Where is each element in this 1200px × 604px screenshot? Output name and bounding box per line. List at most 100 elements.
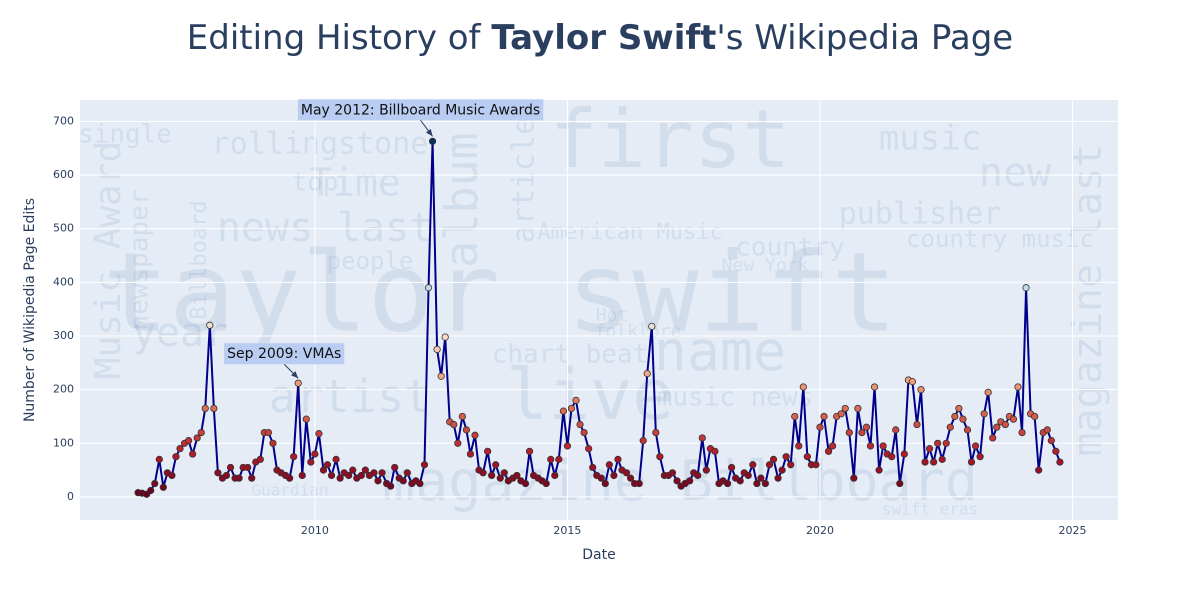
- annotations: May 2012: Billboard Music Awards Sep 2009…: [224, 99, 544, 379]
- data-point: [1052, 447, 1060, 455]
- data-point: [172, 453, 180, 461]
- data-point: [248, 474, 256, 482]
- title-part: 's Wikipedia Page: [716, 18, 1013, 58]
- data-point: [925, 445, 934, 453]
- data-point: [197, 428, 205, 437]
- data-point: [311, 450, 319, 458]
- data-point: [159, 483, 167, 491]
- data-point: [862, 423, 871, 431]
- data-point: [816, 423, 824, 431]
- y-tick-label: 400: [53, 275, 74, 288]
- background-word: Hot: [596, 305, 629, 326]
- data-point: [673, 477, 681, 485]
- data-point: [585, 445, 593, 453]
- data-point: [749, 461, 757, 469]
- data-point: [357, 471, 365, 480]
- data-point: [479, 469, 487, 477]
- data-point: [302, 415, 310, 423]
- data-point: [744, 471, 752, 480]
- data-point: [841, 404, 849, 413]
- data-point: [454, 439, 462, 447]
- background-word: music: [879, 119, 981, 159]
- data-point: [184, 437, 193, 445]
- data-point: [845, 428, 853, 437]
- y-tick-label: 200: [53, 383, 74, 396]
- background-word: article: [507, 117, 542, 243]
- data-point: [441, 333, 449, 341]
- data-point: [176, 445, 184, 453]
- data-point: [1047, 437, 1055, 445]
- data-point: [668, 469, 677, 477]
- y-axis-label: Number of Wikipedia Page Edits: [22, 198, 38, 422]
- data-point: [597, 474, 605, 482]
- data-point: [319, 466, 328, 474]
- data-point: [866, 442, 875, 450]
- background-word: news: [217, 205, 313, 251]
- data-point: [1043, 426, 1051, 434]
- x-tick-label: 2025: [1059, 524, 1087, 537]
- background-word: publisher: [839, 197, 1002, 232]
- data-point: [147, 486, 155, 495]
- data-point: [774, 474, 782, 482]
- data-point: [702, 466, 710, 474]
- background-word: Guardian: [251, 481, 328, 500]
- data-point: [824, 447, 833, 455]
- data-point: [1014, 383, 1022, 391]
- data-point: [155, 455, 163, 463]
- data-point: [652, 428, 660, 437]
- data-point: [930, 458, 938, 466]
- data-point: [610, 471, 618, 480]
- annotation-box: [297, 99, 544, 121]
- data-point: [327, 471, 336, 480]
- y-tick-label: 0: [67, 490, 74, 503]
- background-word: music news: [657, 383, 814, 413]
- data-point: [264, 428, 273, 437]
- data-point: [387, 482, 395, 490]
- background-word: chart beat: [492, 340, 649, 370]
- data-point: [559, 407, 567, 415]
- data-point: [757, 474, 765, 482]
- data-point: [555, 455, 563, 463]
- x-tick-label: 2020: [806, 524, 834, 537]
- data-point: [643, 369, 651, 378]
- data-point: [980, 410, 988, 418]
- data-point: [374, 477, 382, 485]
- data-point: [256, 455, 264, 463]
- data-point: [286, 474, 294, 482]
- data-point: [1018, 428, 1026, 437]
- background-word: Time: [309, 161, 401, 205]
- data-point: [462, 426, 471, 434]
- background-word: swift eras: [882, 500, 978, 519]
- y-tick-label: 100: [53, 436, 74, 449]
- data-point: [563, 442, 572, 450]
- data-point: [1031, 412, 1039, 421]
- data-point: [648, 322, 656, 330]
- data-point: [189, 450, 197, 458]
- data-point: [946, 423, 954, 431]
- background-word: taylor swift: [103, 228, 898, 356]
- background-word: newspaper: [125, 190, 155, 331]
- data-point: [601, 479, 609, 488]
- data-point: [938, 455, 946, 463]
- data-point: [323, 461, 332, 469]
- data-point: [896, 479, 904, 488]
- data-point: [622, 469, 631, 477]
- data-point: [892, 426, 900, 434]
- data-point: [433, 345, 441, 354]
- background-word: American Music: [537, 220, 722, 245]
- data-point: [466, 450, 475, 458]
- data-point: [837, 410, 845, 418]
- data-point: [888, 453, 896, 461]
- data-point: [1009, 415, 1018, 423]
- data-point: [206, 321, 214, 329]
- data-point: [298, 471, 306, 480]
- data-point: [698, 434, 706, 442]
- data-point: [235, 474, 243, 482]
- background-word: Billboard: [187, 200, 212, 319]
- data-point: [471, 431, 479, 439]
- data-point: [551, 471, 559, 480]
- data-point: [829, 442, 837, 450]
- background-word: single: [78, 120, 172, 150]
- data-point: [403, 469, 411, 477]
